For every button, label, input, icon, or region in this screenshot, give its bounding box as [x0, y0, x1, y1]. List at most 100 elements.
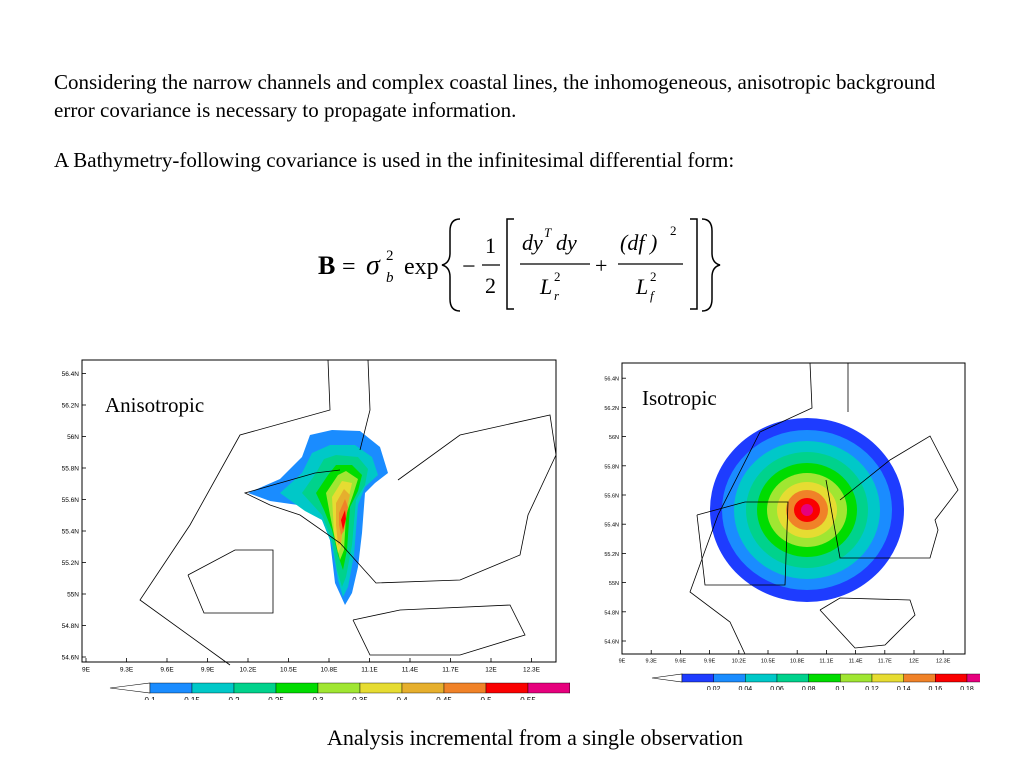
- y-tick-label: 55.4N: [604, 523, 619, 529]
- colorbar-low-arrow: [109, 682, 151, 694]
- colorbar-cell: [443, 682, 487, 694]
- coastline: [689, 362, 813, 655]
- eq-term2-den-sub: f: [650, 288, 656, 303]
- colorbar-cell: [359, 682, 403, 694]
- contour-band: [341, 510, 346, 530]
- contour-band: [801, 504, 813, 516]
- colorbar-label: 0.06: [770, 686, 784, 690]
- colorbar: 0.02 0.04 0.06 0.08 0.1 0.12 0.14 0.16 0.18: [651, 673, 980, 690]
- colorbar-cell: [871, 673, 904, 683]
- x-tick-label: 11.1E: [361, 667, 378, 674]
- x-tick-label: 10.2E: [240, 667, 258, 674]
- colorbar-cell: [935, 673, 968, 683]
- y-axis: 54.6N 54.8N 55N 55.2N 55.4N 55.6N 55.8N 56N 56.2…: [604, 377, 626, 646]
- colorbar-label: 0.12: [865, 686, 879, 690]
- y-tick-label: 55.6N: [604, 494, 619, 500]
- y-tick-label: 55.6N: [62, 497, 80, 504]
- colorbar-label: 0.16: [929, 686, 943, 690]
- eq-term1-den-sup: 2: [554, 269, 561, 284]
- eq-term1-den-sub: r: [554, 288, 560, 303]
- colorbar-label: 0.15: [184, 696, 200, 700]
- paragraph-covariance: Considering the narrow channels and comp…: [54, 70, 936, 122]
- colorbar-cell: [966, 673, 980, 683]
- coastline: [139, 359, 331, 666]
- x-tick-label: 9E: [82, 667, 91, 674]
- x-tick-label: 9.3E: [120, 667, 134, 674]
- colorbar-label: 0.25: [268, 696, 284, 700]
- increment-contours: [710, 418, 904, 602]
- coastline: [187, 549, 274, 614]
- covariance-equation: B = σ 2 b exp − 1 2 dy T dy L 2 r + (df …: [318, 218, 721, 312]
- x-tick-label: 11.7E: [878, 659, 892, 665]
- colorbar-cell: [233, 682, 277, 694]
- y-tick-label: 55.4N: [62, 529, 80, 536]
- colorbar-label: 0.5: [480, 696, 492, 700]
- x-tick-label: 9.6E: [160, 667, 174, 674]
- colorbar-cell: [903, 673, 936, 683]
- eq-term1-num: dy: [522, 230, 543, 255]
- x-tick-label: 12.3E: [523, 667, 541, 674]
- eq-right-bracket: [690, 218, 698, 310]
- eq-half-num: 1: [485, 233, 496, 258]
- eq-term1-sup: T: [544, 225, 552, 240]
- x-tick-label: 9.9E: [201, 667, 215, 674]
- x-axis: 9E 9.3E 9.6E 9.9E 10.2E 10.5E 10.8E 11.1E 11.4E 1…: [82, 658, 541, 674]
- y-tick-label: 56.2N: [604, 406, 619, 412]
- y-tick-label: 55N: [67, 592, 79, 599]
- eq-term1-num2: dy: [556, 230, 577, 255]
- coastline: [825, 435, 959, 559]
- colorbar-cell: [713, 673, 746, 683]
- coastlines: [689, 362, 959, 655]
- eq-left-brace: [441, 218, 461, 312]
- eq-sigma-sup: 2: [386, 248, 394, 264]
- colorbar-label: 0.45: [436, 696, 452, 700]
- colorbar-cell: [745, 673, 778, 683]
- anisotropic-map: Anisotropic 54.6N 54.8N 55N 55.2N 55.4N 55.6N…: [62, 359, 570, 700]
- colorbar-label: 0.04: [739, 686, 753, 690]
- y-tick-label: 55.2N: [62, 560, 80, 567]
- colorbar-label: 0.08: [802, 686, 816, 690]
- x-tick-label: 9.9E: [704, 659, 716, 665]
- x-tick-label: 9.3E: [646, 659, 658, 665]
- coastline: [819, 597, 916, 649]
- y-tick-label: 56N: [67, 434, 79, 441]
- colorbar-label: 0.14: [897, 686, 911, 690]
- colorbar-label: 0.1: [144, 696, 156, 700]
- colorbar-cell: [401, 682, 445, 694]
- eq-lhs: B: [318, 251, 335, 280]
- eq-exp: exp: [404, 254, 439, 280]
- colorbar-cell: [840, 673, 873, 683]
- colorbar-label: 0.4: [396, 696, 408, 700]
- x-tick-label: 10.8E: [321, 667, 339, 674]
- colorbar-cell: [149, 682, 193, 694]
- colorbar-cell: [275, 682, 319, 694]
- eq-term2-num-sup: 2: [670, 223, 677, 238]
- x-tick-label: 10.8E: [790, 659, 805, 665]
- y-tick-label: 54.8N: [604, 610, 619, 616]
- y-tick-label: 56.4N: [62, 371, 80, 378]
- x-tick-label: 10.5E: [761, 659, 776, 665]
- y-tick-label: 55N: [609, 581, 619, 587]
- colorbar-label: 0.55: [520, 696, 536, 700]
- eq-term1-den: L: [539, 274, 552, 299]
- x-tick-label: 12E: [485, 667, 497, 674]
- eq-sigma-sub: b: [386, 270, 394, 286]
- x-tick-label: 11.4E: [402, 667, 419, 674]
- figure-caption: Analysis incremental from a single obser…: [326, 725, 744, 750]
- colorbar-cell: [485, 682, 529, 694]
- y-tick-label: 55.2N: [604, 552, 619, 558]
- coastline: [352, 604, 526, 656]
- y-tick-label: 56.4N: [604, 377, 619, 383]
- colorbar-low-arrow: [651, 673, 683, 683]
- colorbar-cell: [681, 673, 714, 683]
- map-title: Isotropic: [642, 386, 717, 410]
- colorbar-cell: [317, 682, 361, 694]
- eq-term2-num: (df ): [620, 230, 657, 255]
- map-title: Anisotropic: [105, 393, 204, 417]
- eq-equals: =: [342, 254, 356, 280]
- colorbar-label: 0.2: [228, 696, 240, 700]
- x-tick-label: 10.2E: [732, 659, 747, 665]
- y-tick-label: 56.2N: [62, 403, 80, 410]
- colorbar-cell: [808, 673, 841, 683]
- y-tick-label: 54.6N: [62, 655, 80, 662]
